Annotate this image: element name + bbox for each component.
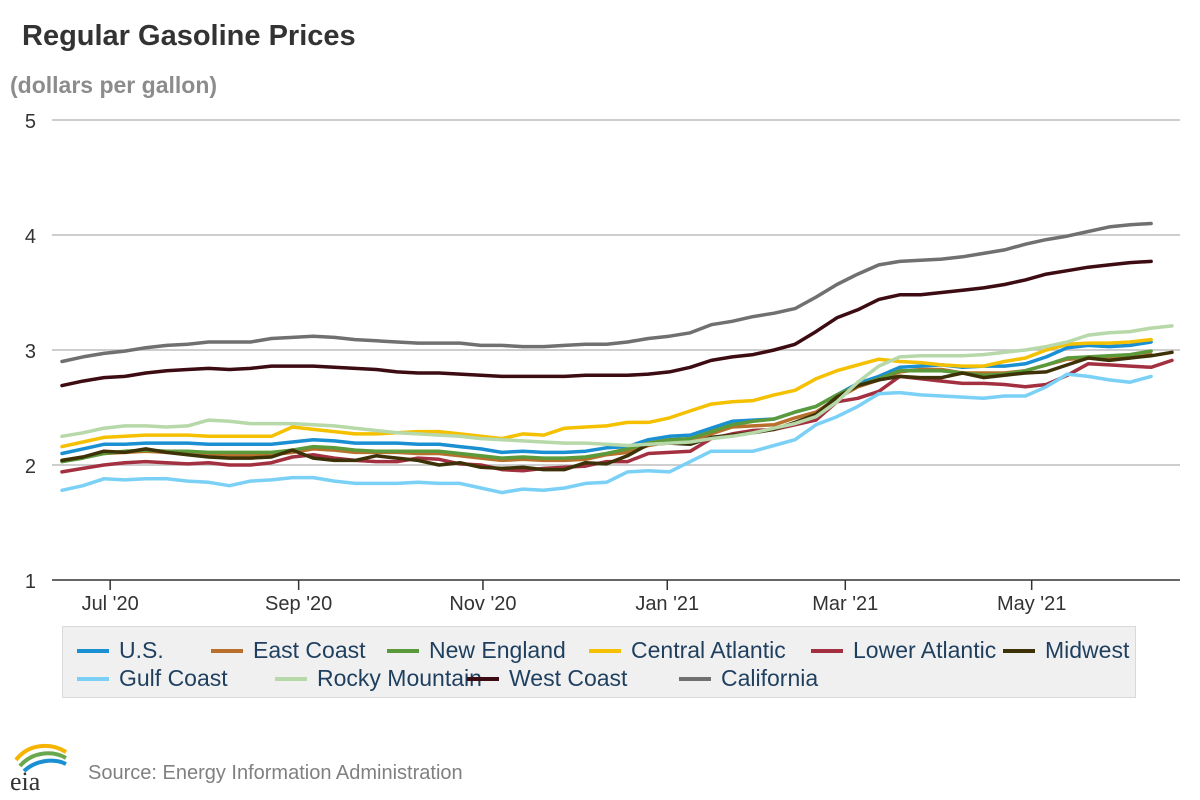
legend-item-new-england[interactable]: New England xyxy=(387,637,566,664)
y-tick-label: 5 xyxy=(25,111,36,133)
legend-label: U.S. xyxy=(119,637,164,663)
legend-label: New England xyxy=(429,637,566,663)
logo-text: eia xyxy=(10,767,41,794)
series-line-west-coast xyxy=(60,259,1153,388)
gridlines xyxy=(52,119,1180,466)
legend-item-east-coast[interactable]: East Coast xyxy=(211,637,366,664)
legend-item-midwest[interactable]: Midwest xyxy=(1003,637,1129,664)
y-axis-labels: 1 2 3 4 5 xyxy=(25,111,36,593)
legend-item-lower-atlantic[interactable]: Lower Atlantic xyxy=(811,637,996,664)
x-tick-label: Jul '20 xyxy=(82,593,139,615)
x-tick-label: Jan '21 xyxy=(635,593,699,615)
legend-label: Midwest xyxy=(1045,637,1130,663)
legend-label: Gulf Coast xyxy=(119,665,228,691)
source-note: Source: Energy Information Administratio… xyxy=(88,762,463,784)
series-line-gulf-coast xyxy=(60,372,1153,495)
legend-swatch xyxy=(467,676,499,681)
legend: U.S. East Coast New England Central Atlanti… xyxy=(62,626,1136,698)
legend-swatch xyxy=(275,676,307,681)
legend-swatch xyxy=(211,648,243,653)
series-line-central-atlantic xyxy=(60,337,1153,449)
legend-item-central-atlantic[interactable]: Central Atlantic xyxy=(589,637,786,664)
series-line-midwest xyxy=(60,350,1174,472)
series-line-california xyxy=(60,221,1153,364)
series-lines xyxy=(60,221,1174,495)
legend-item-u-s-[interactable]: U.S. xyxy=(77,637,164,664)
legend-label: West Coast xyxy=(509,665,628,691)
y-tick-label: 4 xyxy=(25,226,36,248)
chart-title: Regular Gasoline Prices xyxy=(22,20,356,52)
legend-label: East Coast xyxy=(253,637,366,663)
y-tick-label: 3 xyxy=(25,341,36,363)
series-line-rocky-mountain xyxy=(60,324,1174,448)
chart-subtitle: (dollars per gallon) xyxy=(10,72,218,98)
legend-item-rocky-mountain[interactable]: Rocky Mountain xyxy=(275,665,482,692)
x-tick-label: Sep '20 xyxy=(265,593,332,615)
y-tick-label: 2 xyxy=(25,456,36,478)
line-chart: 1 2 3 4 5 Jul '20 Sep '20 Nov '20 Jan '21 Mar '2… xyxy=(25,111,1180,615)
legend-swatch xyxy=(1003,648,1035,653)
legend-swatch xyxy=(77,676,109,681)
legend-item-california[interactable]: California xyxy=(679,665,818,692)
legend-label: California xyxy=(721,665,819,691)
legend-item-west-coast[interactable]: West Coast xyxy=(467,665,627,692)
legend-swatch xyxy=(387,648,419,653)
x-tick-label: Mar '21 xyxy=(812,593,878,615)
legend-swatch xyxy=(811,648,843,653)
legend-label: Rocky Mountain xyxy=(317,665,482,691)
legend-swatch xyxy=(679,676,711,681)
y-tick-label: 1 xyxy=(25,571,36,593)
legend-item-gulf-coast[interactable]: Gulf Coast xyxy=(77,665,228,692)
eia-logo-icon: eia xyxy=(10,743,68,794)
x-tick-label: Nov '20 xyxy=(449,593,516,615)
legend-swatch xyxy=(589,648,621,653)
x-axis: Jul '20 Sep '20 Nov '20 Jan '21 Mar '21 May '… xyxy=(52,579,1180,615)
legend-swatch xyxy=(77,648,109,653)
legend-label: Central Atlantic xyxy=(631,637,786,663)
x-tick-label: May '21 xyxy=(997,593,1066,615)
legend-label: Lower Atlantic xyxy=(853,637,997,663)
